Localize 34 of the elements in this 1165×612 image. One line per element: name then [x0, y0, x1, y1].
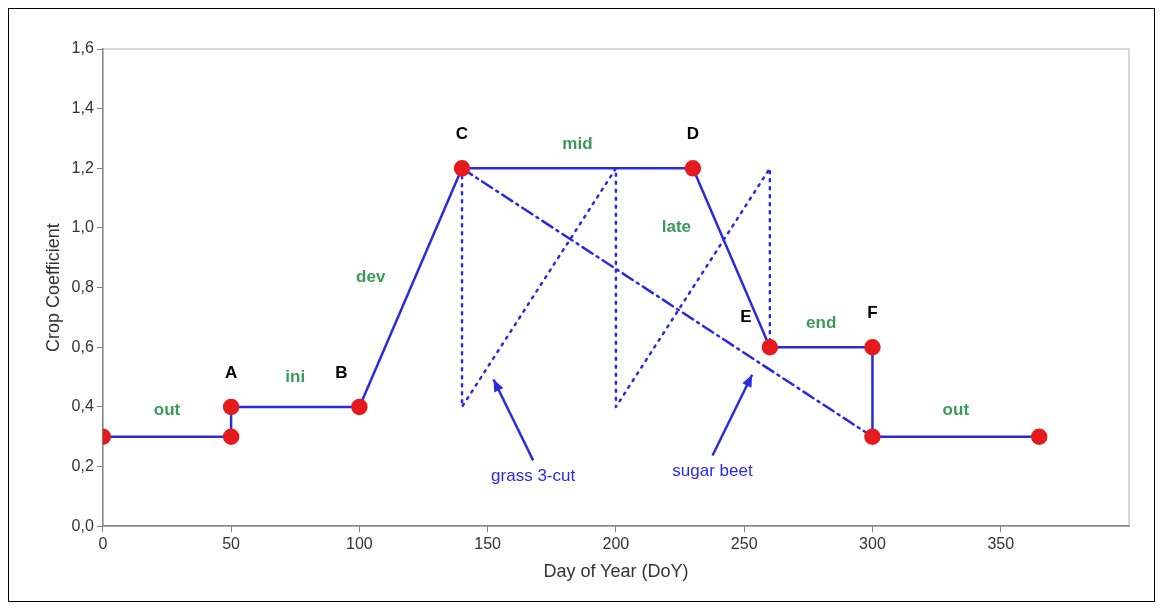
- annotation: A: [224, 362, 238, 382]
- x-tick-label: 350: [987, 535, 1015, 553]
- x-tick-label: 300: [859, 535, 886, 553]
- y-tick-label: 1,2: [71, 158, 94, 176]
- annotation: D: [686, 123, 700, 143]
- y-tick-label: 0,2: [71, 456, 94, 474]
- x-axis-title: Day of Year (DoY): [543, 561, 689, 582]
- y-tick-label: 0,4: [71, 397, 94, 415]
- annotation: late: [661, 217, 692, 237]
- y-tick-label: 0,0: [71, 516, 94, 534]
- annotation: B: [335, 362, 348, 382]
- x-tick-label: 50: [222, 535, 241, 553]
- x-tick-label: 0: [98, 535, 108, 553]
- x-tick-label: 200: [602, 535, 630, 553]
- text: sugar beet: [672, 461, 753, 481]
- x-tick-label: 150: [474, 535, 502, 553]
- annotation: F: [867, 302, 878, 322]
- y-tick-label: 1,0: [71, 218, 94, 236]
- annotation: C: [455, 123, 469, 143]
- annotation: dev: [356, 267, 386, 287]
- annotation: ini: [285, 366, 306, 386]
- x-tick-label: 100: [346, 535, 373, 553]
- annotation: out: [942, 400, 970, 420]
- y-tick-label: 0,8: [71, 278, 94, 296]
- y-axis-title: Crop Coefficient: [42, 223, 63, 352]
- annotation: end: [806, 312, 837, 332]
- annotation: E: [740, 306, 752, 326]
- annotation: mid: [562, 133, 593, 153]
- y-tick-label: 1,6: [71, 39, 94, 57]
- text: grass 3-cut: [491, 466, 576, 486]
- annotation: out: [153, 400, 181, 420]
- y-tick-label: 1,4: [71, 99, 94, 117]
- x-tick-label: 250: [730, 535, 758, 553]
- y-tick-label: 0,6: [71, 337, 94, 355]
